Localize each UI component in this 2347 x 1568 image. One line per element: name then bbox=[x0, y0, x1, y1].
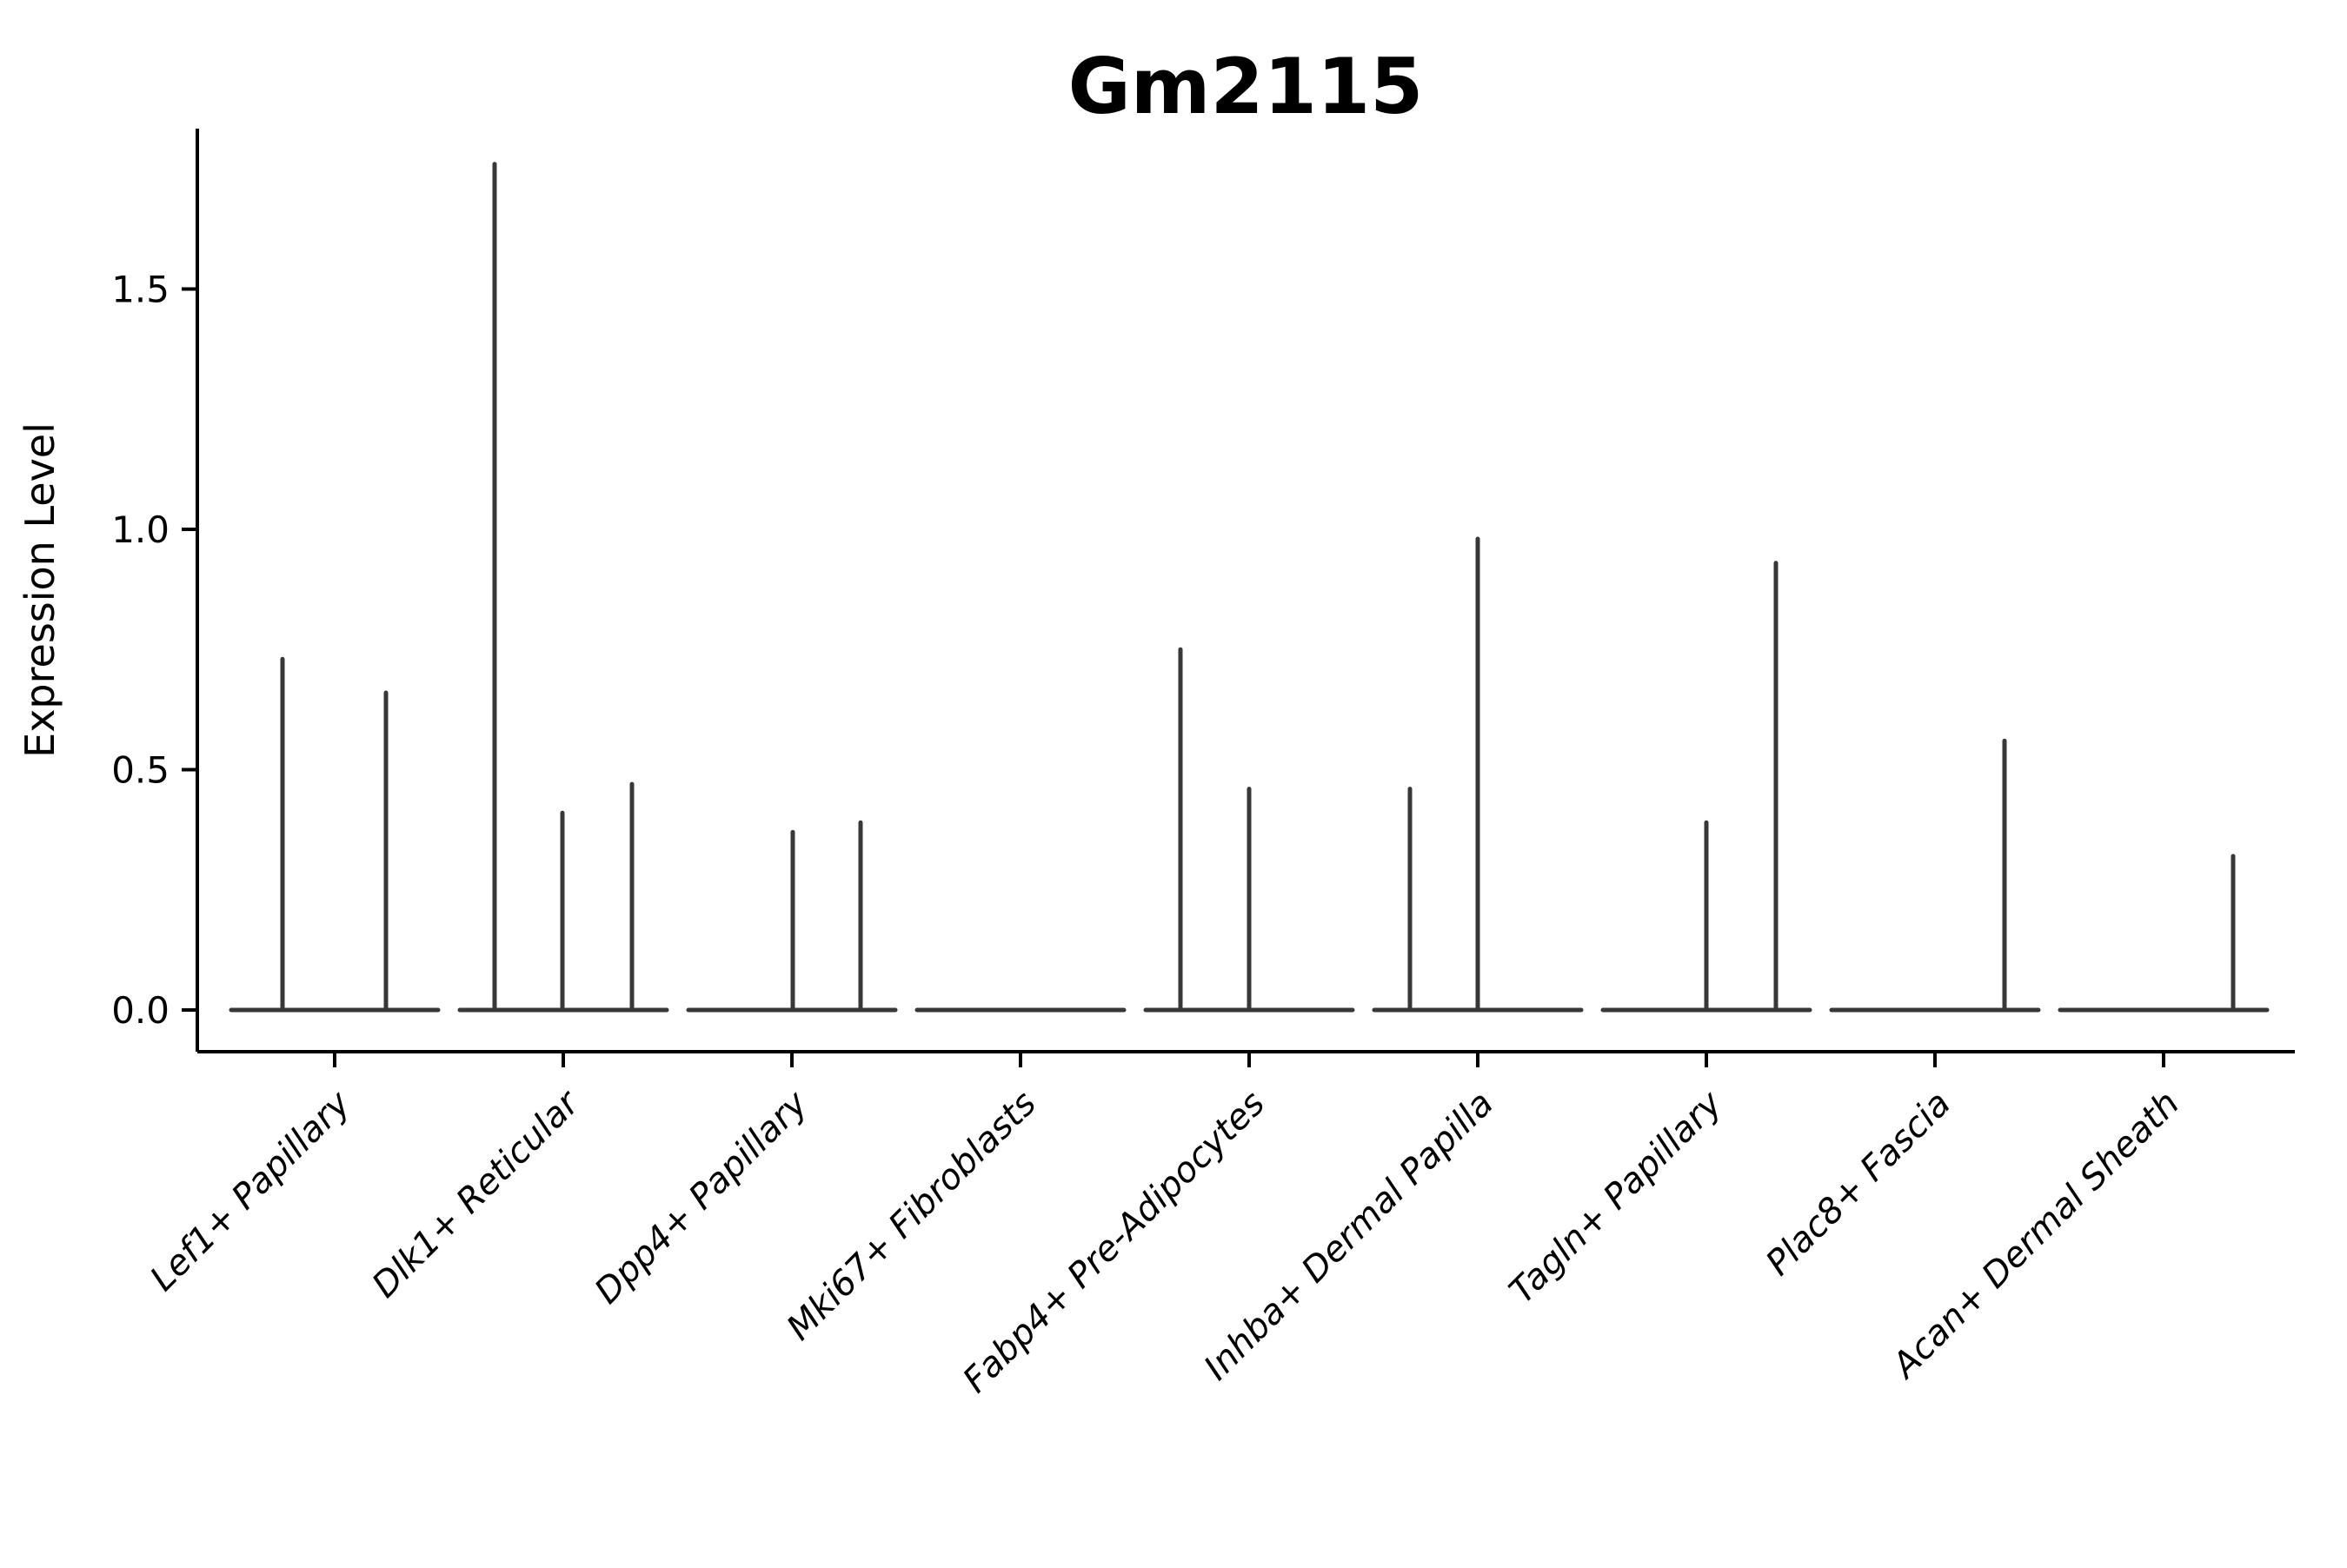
plot-title: Gm2115 bbox=[1068, 42, 1424, 131]
violins-layer bbox=[229, 162, 2270, 1013]
y-tick-label: 0.5 bbox=[111, 749, 170, 792]
x-tick-label: Lef1+ Papillary bbox=[143, 1083, 359, 1299]
x-tick-label: Dlk1+ Reticular bbox=[365, 1082, 588, 1306]
y-tick-label: 0.0 bbox=[111, 989, 170, 1032]
axes-spines bbox=[196, 129, 2295, 1053]
x-tick-label: Tagln+ Papillary bbox=[1502, 1083, 1731, 1312]
y-axis-ticks: 0.0 0.5 1.0 1.5 bbox=[111, 269, 197, 1032]
y-tick-label: 1.5 bbox=[111, 269, 170, 311]
x-tick-label: Mki67+ Fibroblasts bbox=[779, 1084, 1044, 1349]
y-tick-label: 1.0 bbox=[111, 508, 170, 551]
x-tick-label: Dpp4+ Papillary bbox=[588, 1083, 816, 1312]
y-axis-label: Expression Level bbox=[17, 422, 63, 758]
x-tick-label: Plac8+ Fascia bbox=[1759, 1084, 1958, 1284]
x-axis-ticks: Lef1+ Papillary Dlk1+ Reticular Dpp4+ Papi… bbox=[143, 1052, 2187, 1400]
